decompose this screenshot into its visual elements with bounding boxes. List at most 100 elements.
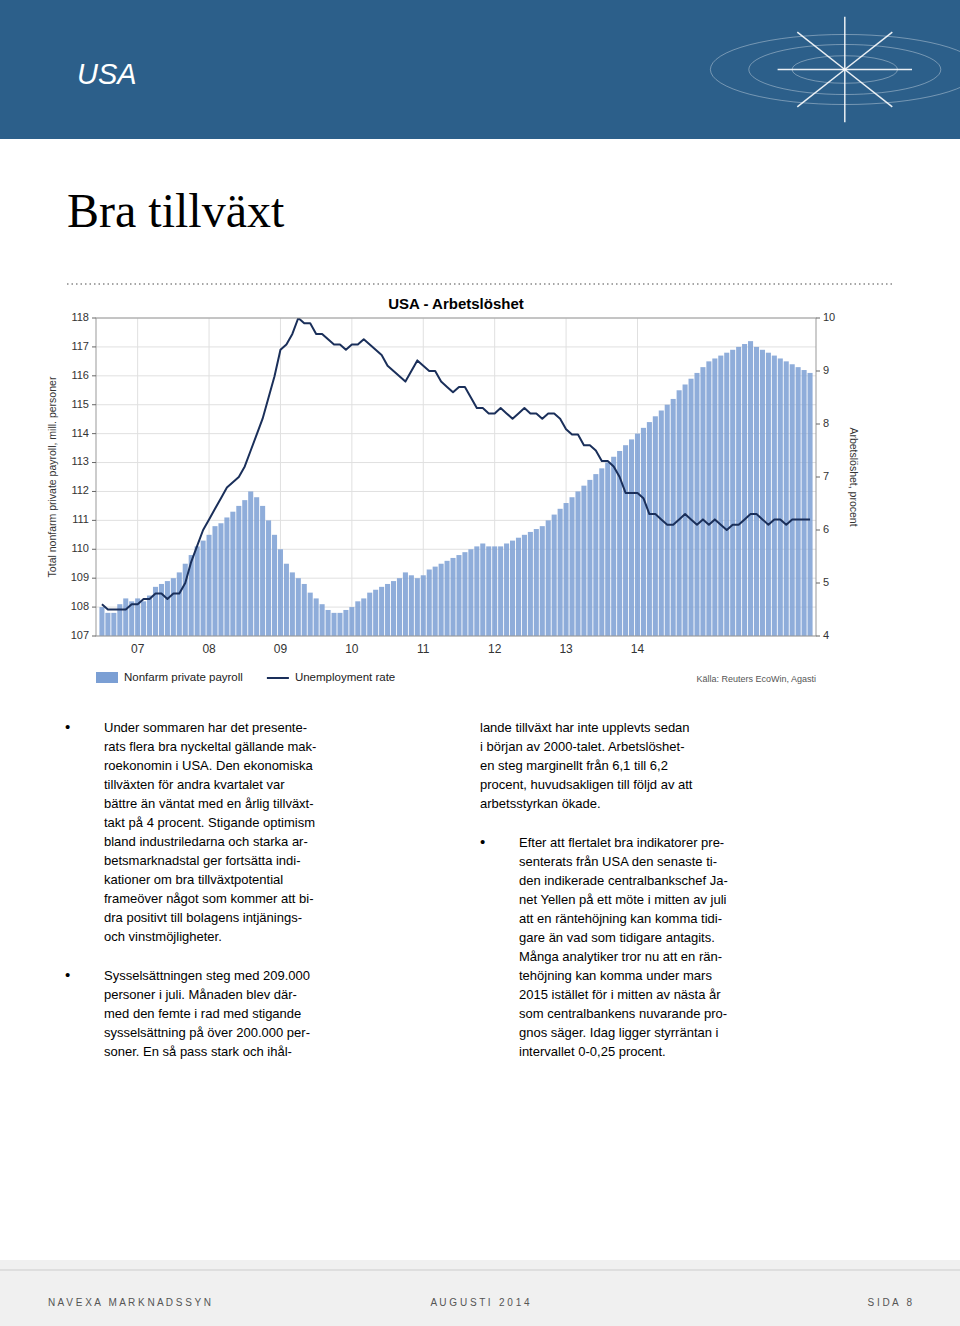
- bar: [671, 399, 676, 636]
- bar: [248, 491, 253, 636]
- bar: [141, 601, 146, 636]
- y-tick-label: 109: [71, 571, 89, 583]
- bar: [492, 546, 497, 636]
- y-tick: [92, 549, 96, 550]
- footer-text: S I D A 8: [868, 1297, 913, 1308]
- bar: [450, 558, 455, 636]
- bar: [427, 570, 432, 636]
- bar: [284, 564, 289, 636]
- bar: [147, 596, 152, 636]
- y-axis-label: Total nonfarm private payroll, mill. per…: [46, 376, 58, 577]
- bar: [421, 575, 426, 636]
- y-tick: [92, 578, 96, 579]
- bar: [331, 613, 336, 636]
- x-tick-label: 08: [202, 642, 216, 656]
- y2-tick: [816, 371, 820, 372]
- bar: [480, 543, 485, 636]
- y-tick: [92, 433, 96, 434]
- y-tick: [92, 607, 96, 608]
- bar: [647, 422, 652, 636]
- bar: [123, 598, 128, 636]
- marks: [99, 318, 812, 636]
- y2-tick: [816, 636, 820, 637]
- bar: [766, 353, 771, 636]
- bar: [784, 361, 789, 636]
- bar: [760, 350, 765, 636]
- bar: [105, 613, 110, 636]
- y-tick-label: 117: [71, 340, 89, 352]
- page-title: Bra tillväxt: [67, 184, 285, 237]
- bar: [159, 584, 164, 636]
- x-tick-label: 14: [631, 642, 645, 656]
- x-tick-label: 07: [131, 642, 145, 656]
- bar: [326, 610, 331, 636]
- bar: [611, 457, 616, 636]
- legend-label: Unemployment rate: [295, 671, 395, 683]
- bar: [314, 598, 319, 636]
- y-tick-label: 112: [71, 484, 89, 496]
- page: USABra tillväxt1071081091101111121131141…: [0, 0, 960, 1326]
- legend: Nonfarm private payrollUnemployment rate: [96, 671, 395, 683]
- bar: [498, 546, 503, 636]
- source-note: Källa: Reuters EcoWin, Agasti: [696, 674, 816, 684]
- paragraph: Under sommaren har det presente-rats fle…: [104, 720, 316, 944]
- bar: [540, 526, 545, 636]
- bar: [254, 497, 259, 636]
- bar: [748, 341, 753, 636]
- header-decoration: [710, 17, 960, 123]
- y-tick: [92, 318, 96, 319]
- y-axis: 107108109110111112113114115116117118Tota…: [46, 311, 96, 641]
- bar: [272, 535, 277, 636]
- y2-tick-label: 4: [823, 629, 829, 641]
- y2-tick: [816, 583, 820, 584]
- y-tick-label: 113: [71, 455, 89, 467]
- bar: [730, 350, 735, 636]
- bar: [403, 572, 408, 636]
- bar: [641, 428, 646, 636]
- bar: [629, 439, 634, 636]
- grid-line-x: [137, 318, 138, 636]
- x-tick-label: 13: [559, 642, 573, 656]
- bar: [718, 356, 723, 636]
- bar: [510, 541, 515, 636]
- bar: [683, 384, 688, 636]
- bar: [230, 512, 235, 636]
- paragraph: Efter att flertalet bra indikatorer pre-…: [519, 835, 728, 1059]
- bar: [296, 578, 301, 636]
- bar: [308, 593, 313, 636]
- bar: [224, 517, 229, 636]
- bar: [462, 552, 467, 636]
- legend-swatch: [96, 672, 118, 683]
- chart-title: USA - Arbetslöshet: [388, 295, 524, 312]
- bar: [379, 587, 384, 636]
- paragraph: Sysselsättningen steg med 209.000persone…: [104, 968, 310, 1059]
- bar: [111, 613, 116, 636]
- bar: [790, 364, 795, 636]
- header-bar: [0, 0, 960, 139]
- bar: [534, 529, 539, 636]
- bar: [290, 572, 295, 636]
- bar: [742, 344, 747, 636]
- bar: [171, 578, 176, 636]
- page-background: [0, 0, 960, 1326]
- body-text: • Under sommaren har det presente-rats fl…: [65, 718, 728, 1059]
- y-tick-label: 114: [71, 427, 89, 439]
- bar: [712, 358, 717, 636]
- bar: [409, 575, 414, 636]
- bullet: •: [65, 966, 70, 983]
- y-tick-label: 118: [71, 311, 89, 323]
- bar: [433, 567, 438, 636]
- star-ray: [845, 69, 912, 71]
- bar: [349, 607, 354, 636]
- y-tick-label: 108: [71, 600, 89, 612]
- star-ray: [845, 70, 893, 107]
- bar: [581, 486, 586, 636]
- x-tick-label: 09: [274, 642, 288, 656]
- bar: [415, 578, 420, 636]
- bar: [456, 555, 461, 636]
- bar: [546, 520, 551, 636]
- bar: [516, 538, 521, 636]
- bullet: •: [480, 833, 485, 850]
- bar: [468, 549, 473, 636]
- footer-text: N A V E X A M A R K N A D S S Y N: [48, 1297, 211, 1308]
